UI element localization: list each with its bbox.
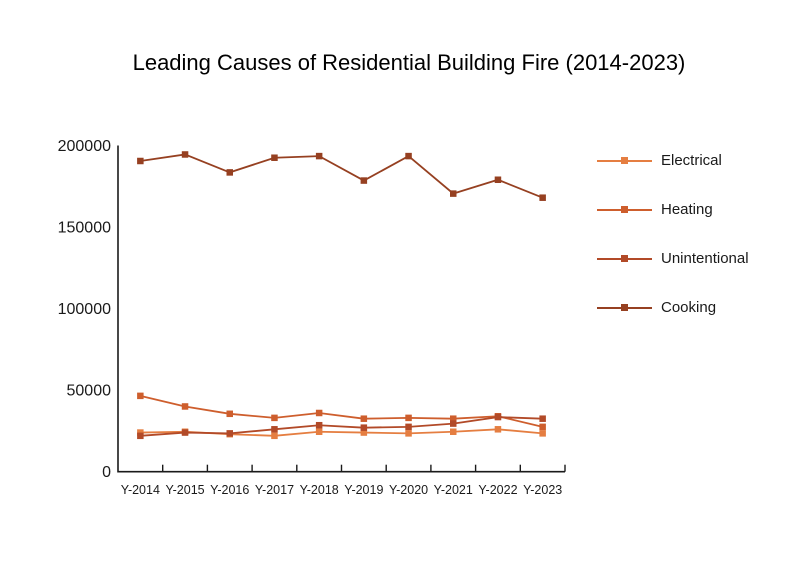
legend-line-heating (597, 206, 652, 213)
data-point-cooking (539, 194, 546, 201)
x-axis-tick-label: Y-2015 (165, 483, 204, 497)
x-axis-tick-label: Y-2021 (434, 483, 473, 497)
legend-item-cooking: Cooking (597, 283, 787, 332)
data-point-electrical (271, 432, 278, 440)
data-point-electrical (315, 428, 323, 435)
data-point-cooking (137, 157, 144, 165)
data-point-heating (137, 392, 144, 400)
legend-label-heating: Heating (661, 201, 713, 218)
legend-marker-heating (621, 206, 628, 213)
series-line-heating (140, 394, 543, 428)
legend-item-heating: Heating (597, 185, 787, 234)
legend-label-electrical: Electrical (661, 152, 722, 169)
data-point-unintentional (450, 420, 457, 427)
data-point-electrical (539, 430, 546, 437)
x-axis-tick-label: Y-2019 (344, 483, 383, 497)
x-axis-tick-label: Y-2014 (121, 483, 160, 497)
data-point-heating (450, 415, 457, 422)
data-point-electrical (405, 430, 412, 437)
legend-line-cooking (597, 304, 652, 311)
data-point-heating (181, 403, 189, 410)
data-point-unintentional (539, 415, 546, 422)
data-point-electrical (450, 428, 457, 435)
legend: Electrical Heating Unintentional Cooking (597, 136, 787, 332)
legend-label-cooking: Cooking (661, 299, 717, 316)
legend-item-unintentional: Unintentional (597, 234, 787, 283)
x-axis-tick-label: Y-2016 (210, 483, 249, 497)
legend-label-unintentional: Unintentional (661, 250, 749, 267)
data-point-electrical (494, 426, 502, 433)
legend-marker-electrical (621, 157, 628, 164)
y-axis-tick-label: 200000 (58, 138, 111, 155)
y-axis-tick-label: 0 (102, 464, 111, 481)
axis-lines (117, 145, 565, 473)
data-point-heating (226, 410, 233, 418)
data-point-cooking (181, 151, 189, 158)
data-point-unintentional (405, 423, 412, 431)
legend-item-electrical: Electrical (597, 136, 787, 185)
data-point-unintentional (271, 426, 278, 433)
data-point-electrical (360, 429, 368, 436)
legend-marker-unintentional (621, 255, 628, 262)
data-point-heating (360, 415, 368, 422)
data-point-unintentional (360, 424, 368, 431)
data-point-cooking (450, 190, 457, 197)
data-point-heating (539, 423, 546, 431)
x-axis-tick-label: Y-2018 (300, 483, 339, 497)
data-point-heating (315, 409, 323, 417)
data-point-cooking (226, 169, 233, 176)
data-point-unintentional (226, 430, 233, 437)
x-axis-tick-label: Y-2017 (255, 483, 294, 497)
data-point-heating (271, 414, 278, 422)
data-point-cooking (405, 152, 412, 160)
y-axis-tick-label: 100000 (58, 301, 111, 318)
series-line-unintentional (140, 416, 543, 437)
y-axis-tick-label: 50000 (67, 383, 112, 400)
data-point-heating (405, 414, 412, 422)
x-axis-tick-label: Y-2020 (389, 483, 428, 497)
data-point-cooking (315, 152, 323, 160)
chart-title: Leading Causes of Residential Building F… (132, 50, 686, 75)
legend-line-electrical (597, 157, 652, 164)
data-point-unintentional (494, 413, 502, 421)
x-axis-tick-label: Y-2022 (478, 483, 517, 497)
y-axis-tick-label: 150000 (58, 220, 111, 237)
legend-line-unintentional (597, 255, 652, 262)
data-point-cooking (271, 154, 278, 161)
data-point-cooking (494, 176, 502, 184)
data-point-cooking (360, 177, 368, 184)
data-point-unintentional (137, 432, 144, 440)
data-point-electrical (137, 429, 144, 436)
series-line-cooking (140, 153, 543, 199)
legend-marker-cooking (621, 304, 628, 311)
data-point-unintentional (181, 429, 189, 436)
data-point-unintentional (315, 421, 323, 429)
x-axis-tick-label: Y-2023 (523, 483, 562, 497)
